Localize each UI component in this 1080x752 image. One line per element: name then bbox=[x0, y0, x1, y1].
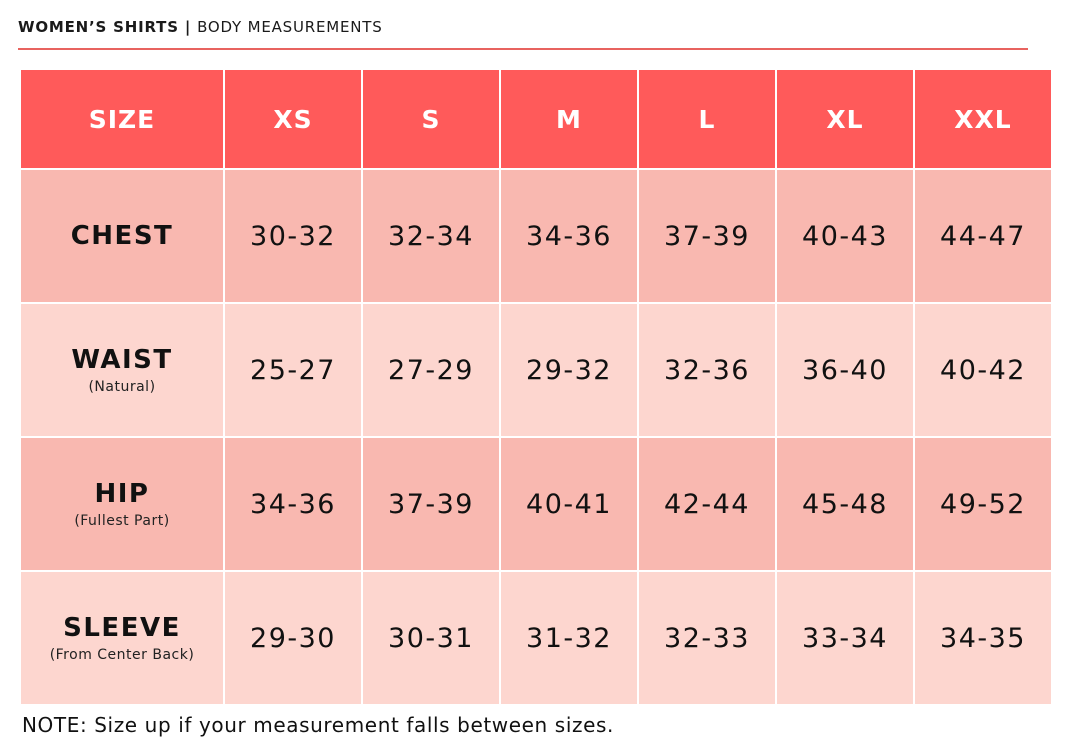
measurement-sublabel: (From Center Back) bbox=[49, 647, 195, 663]
size-column-label: M bbox=[556, 104, 582, 134]
measurement-value: 32-36 bbox=[664, 354, 750, 386]
table-cell: 37-39 bbox=[363, 438, 499, 570]
page-header: WOMEN’S SHIRTS | BODY MEASUREMENTS bbox=[18, 18, 383, 36]
measurement-value: 27-29 bbox=[388, 354, 474, 386]
table-cell: 45-48 bbox=[777, 438, 913, 570]
table-cell: 32-34 bbox=[363, 170, 499, 302]
measurement-value: 42-44 bbox=[664, 488, 750, 520]
size-column-label: XXL bbox=[954, 104, 1012, 134]
table-cell: 31-32 bbox=[501, 572, 637, 704]
header-rule bbox=[18, 48, 1028, 50]
size-column-header: XL bbox=[777, 70, 913, 168]
size-chart-table: SIZE XS S M L XL XXL CHEST 30-32 32-34 3… bbox=[21, 70, 1051, 704]
measurement-value: 31-32 bbox=[526, 622, 612, 654]
measurement-label: WAIST bbox=[71, 345, 173, 375]
page-title: WOMEN’S SHIRTS bbox=[18, 18, 179, 36]
table-cell: 36-40 bbox=[777, 304, 913, 436]
measurement-value: 29-30 bbox=[250, 622, 336, 654]
measurement-label: CHEST bbox=[70, 221, 174, 251]
size-column-label: XL bbox=[826, 104, 864, 134]
table-cell: 40-42 bbox=[915, 304, 1051, 436]
measurement-value: 32-33 bbox=[664, 622, 750, 654]
row-label-sleeve: SLEEVE (From Center Back) bbox=[21, 572, 223, 704]
measurement-value: 40-43 bbox=[802, 220, 888, 252]
sizing-note: NOTE: Size up if your measurement falls … bbox=[22, 713, 614, 737]
size-column-header: XS bbox=[225, 70, 361, 168]
table-cell: 49-52 bbox=[915, 438, 1051, 570]
measurement-value: 34-35 bbox=[940, 622, 1026, 654]
measurement-label: SLEEVE bbox=[63, 613, 181, 643]
table-cell: 40-41 bbox=[501, 438, 637, 570]
page-subtitle: BODY MEASUREMENTS bbox=[197, 18, 383, 36]
size-column-header: XXL bbox=[915, 70, 1051, 168]
title-separator: | bbox=[184, 18, 192, 36]
table-cell: 30-32 bbox=[225, 170, 361, 302]
row-label-chest: CHEST bbox=[21, 170, 223, 302]
measurement-label: HIP bbox=[94, 479, 150, 509]
size-header-cell: SIZE bbox=[21, 70, 223, 168]
table-cell: 29-32 bbox=[501, 304, 637, 436]
size-column-label: S bbox=[421, 104, 441, 134]
table-cell: 33-34 bbox=[777, 572, 913, 704]
measurement-value: 36-40 bbox=[802, 354, 888, 386]
measurement-value: 40-41 bbox=[526, 488, 612, 520]
measurement-value: 32-34 bbox=[388, 220, 474, 252]
table-cell: 40-43 bbox=[777, 170, 913, 302]
measurement-sublabel: (Fullest Part) bbox=[74, 513, 170, 529]
size-header-label: SIZE bbox=[88, 104, 156, 134]
table-cell: 42-44 bbox=[639, 438, 775, 570]
table-cell: 34-36 bbox=[501, 170, 637, 302]
size-column-header: L bbox=[639, 70, 775, 168]
measurement-value: 44-47 bbox=[940, 220, 1026, 252]
size-column-label: L bbox=[698, 104, 716, 134]
measurement-value: 45-48 bbox=[802, 488, 888, 520]
row-label-waist: WAIST (Natural) bbox=[21, 304, 223, 436]
measurement-value: 37-39 bbox=[388, 488, 474, 520]
size-column-header: M bbox=[501, 70, 637, 168]
measurement-value: 25-27 bbox=[250, 354, 336, 386]
measurement-value: 34-36 bbox=[250, 488, 336, 520]
row-label-hip: HIP (Fullest Part) bbox=[21, 438, 223, 570]
table-cell: 32-33 bbox=[639, 572, 775, 704]
table-cell: 25-27 bbox=[225, 304, 361, 436]
measurement-value: 30-31 bbox=[388, 622, 474, 654]
table-cell: 34-35 bbox=[915, 572, 1051, 704]
table-cell: 37-39 bbox=[639, 170, 775, 302]
measurement-value: 30-32 bbox=[250, 220, 336, 252]
table-cell: 44-47 bbox=[915, 170, 1051, 302]
table-cell: 29-30 bbox=[225, 572, 361, 704]
table-cell: 32-36 bbox=[639, 304, 775, 436]
measurement-value: 40-42 bbox=[940, 354, 1026, 386]
table-cell: 27-29 bbox=[363, 304, 499, 436]
measurement-sublabel: (Natural) bbox=[88, 379, 156, 395]
table-cell: 30-31 bbox=[363, 572, 499, 704]
measurement-value: 34-36 bbox=[526, 220, 612, 252]
measurement-value: 29-32 bbox=[526, 354, 612, 386]
measurement-value: 33-34 bbox=[802, 622, 888, 654]
size-column-label: XS bbox=[273, 104, 313, 134]
table-cell: 34-36 bbox=[225, 438, 361, 570]
measurement-value: 37-39 bbox=[664, 220, 750, 252]
size-column-header: S bbox=[363, 70, 499, 168]
measurement-value: 49-52 bbox=[940, 488, 1026, 520]
